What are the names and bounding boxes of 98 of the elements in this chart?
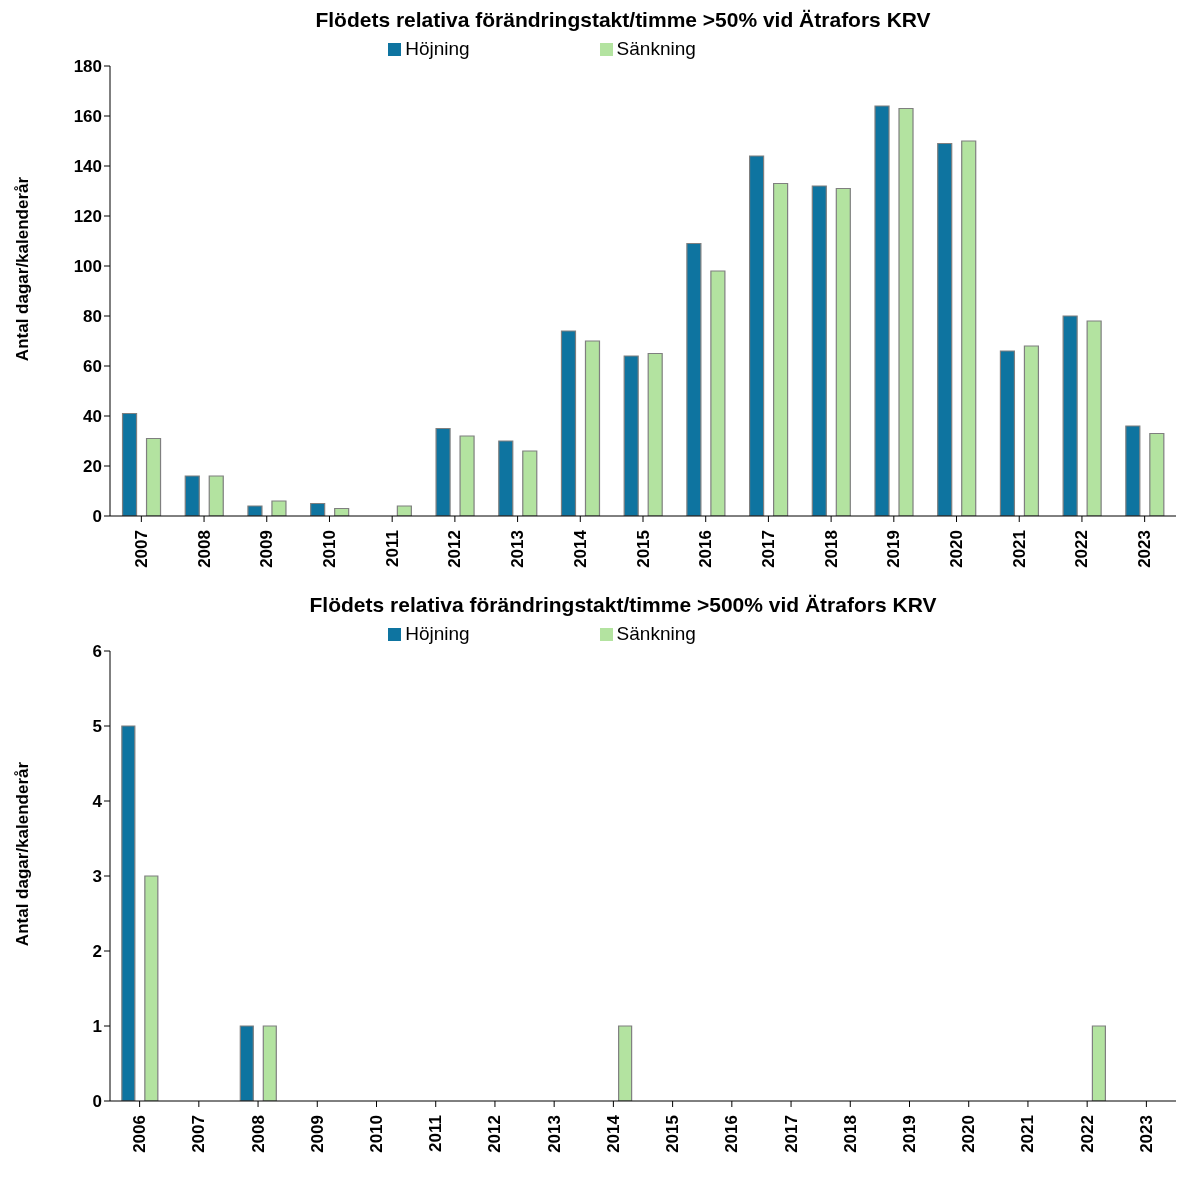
x-tick-label: 2023 xyxy=(1136,1115,1156,1153)
y-tick-label: 180 xyxy=(73,57,102,77)
x-tick-label: 2017 xyxy=(758,530,778,568)
bar xyxy=(773,182,789,516)
bar xyxy=(435,427,451,516)
bar xyxy=(121,412,138,516)
bar xyxy=(623,355,639,516)
y-tick-label: 60 xyxy=(83,357,102,377)
x-tick-label: 2012 xyxy=(445,530,465,568)
y-axis-title: Antal dagar/kalenderår xyxy=(13,761,33,947)
bar xyxy=(247,505,263,516)
y-tick-label: 80 xyxy=(83,307,102,327)
bar xyxy=(1125,425,1141,516)
x-tick-label: 2011 xyxy=(426,1115,446,1152)
bar xyxy=(961,140,977,516)
x-tick-label: 2009 xyxy=(257,530,277,568)
bar xyxy=(145,437,162,516)
bar xyxy=(1091,1025,1106,1101)
x-tick-label: 2008 xyxy=(194,530,214,568)
chart-title: Flödets relativa förändringstakt/timme >50% vid Ätrafors KRV xyxy=(314,8,932,33)
bar xyxy=(835,187,851,516)
x-tick-label: 2006 xyxy=(130,1115,150,1153)
x-tick-label: 2021 xyxy=(1018,1115,1038,1153)
bar xyxy=(937,142,953,516)
y-tick-label: 3 xyxy=(92,867,102,887)
bar xyxy=(1149,432,1165,516)
y-tick-label: 1 xyxy=(92,1017,102,1037)
x-tick-label: 2010 xyxy=(319,530,339,568)
x-tick-label: 2018 xyxy=(840,1115,860,1153)
bar xyxy=(647,352,663,516)
legend-label: Höjning xyxy=(405,623,470,644)
x-tick-label: 2007 xyxy=(131,530,151,568)
x-tick-label: 2010 xyxy=(367,1115,386,1153)
bar xyxy=(396,505,412,516)
y-tick-label: 120 xyxy=(73,207,102,227)
x-tick-label: 2007 xyxy=(189,1115,209,1153)
bar xyxy=(121,725,136,1101)
bar xyxy=(498,440,514,516)
bar xyxy=(1062,315,1078,516)
x-tick-label: 2014 xyxy=(603,1114,623,1153)
bar xyxy=(710,270,726,516)
legend-label: Sänkning xyxy=(616,38,696,59)
bar xyxy=(262,1025,277,1101)
x-tick-label: 2013 xyxy=(508,530,528,568)
x-tick-label: 2016 xyxy=(722,1115,742,1153)
y-tick-label: 40 xyxy=(83,407,102,427)
bar xyxy=(749,155,765,516)
legend-label: Höjning xyxy=(405,38,470,59)
x-tick-label: 2018 xyxy=(821,530,841,568)
y-tick-label: 5 xyxy=(92,717,102,737)
bar xyxy=(459,435,475,516)
bar xyxy=(686,242,702,516)
bar xyxy=(310,502,326,516)
bar xyxy=(584,340,601,516)
y-tick-label: 2 xyxy=(92,942,102,962)
x-tick-label: 2012 xyxy=(485,1115,505,1153)
bar xyxy=(144,875,159,1101)
y-tick-label: 0 xyxy=(92,1092,102,1112)
legend-label: Sänkning xyxy=(616,623,696,644)
bar xyxy=(1023,345,1040,516)
y-tick-label: 140 xyxy=(73,157,102,177)
y-tick-label: 4 xyxy=(92,792,103,812)
x-tick-label: 2022 xyxy=(1072,530,1092,568)
bar xyxy=(560,330,577,516)
x-tick-label: 2023 xyxy=(1135,530,1155,568)
y-tick-label: 100 xyxy=(73,257,102,277)
x-tick-label: 2019 xyxy=(884,530,904,568)
bar xyxy=(208,475,224,516)
x-tick-label: 2020 xyxy=(947,530,967,568)
x-tick-label: 2015 xyxy=(663,1115,683,1153)
y-tick-label: 160 xyxy=(73,107,102,127)
y-tick-label: 6 xyxy=(92,642,102,662)
x-tick-label: 2008 xyxy=(248,1115,268,1153)
x-tick-label: 2021 xyxy=(1009,530,1029,568)
y-axis-title: Antal dagar/kalenderår xyxy=(13,176,33,362)
bar xyxy=(811,185,827,516)
bar xyxy=(898,107,914,516)
bar xyxy=(874,105,890,516)
x-tick-label: 2019 xyxy=(900,1115,919,1153)
x-tick-label: 2022 xyxy=(1077,1115,1097,1153)
bar xyxy=(184,475,200,516)
bar xyxy=(1086,320,1102,516)
x-tick-label: 2016 xyxy=(696,530,716,568)
bar xyxy=(522,450,538,516)
x-tick-label: 2017 xyxy=(781,1115,801,1153)
y-tick-label: 20 xyxy=(83,457,102,477)
x-tick-label: 2020 xyxy=(959,1115,979,1153)
x-tick-label: 2009 xyxy=(307,1115,327,1153)
bar xyxy=(271,500,287,516)
y-tick-label: 0 xyxy=(92,507,102,527)
x-tick-label: 2013 xyxy=(544,1115,564,1153)
x-tick-label: 2014 xyxy=(570,529,590,568)
x-tick-label: 2015 xyxy=(633,530,653,568)
bar xyxy=(999,350,1016,516)
bar xyxy=(618,1025,633,1101)
chart-title: Flödets relativa förändringstakt/timme >500% vid Ätrafors KRV xyxy=(308,593,938,618)
x-tick-label: 2011 xyxy=(382,530,402,567)
bar xyxy=(239,1025,254,1101)
